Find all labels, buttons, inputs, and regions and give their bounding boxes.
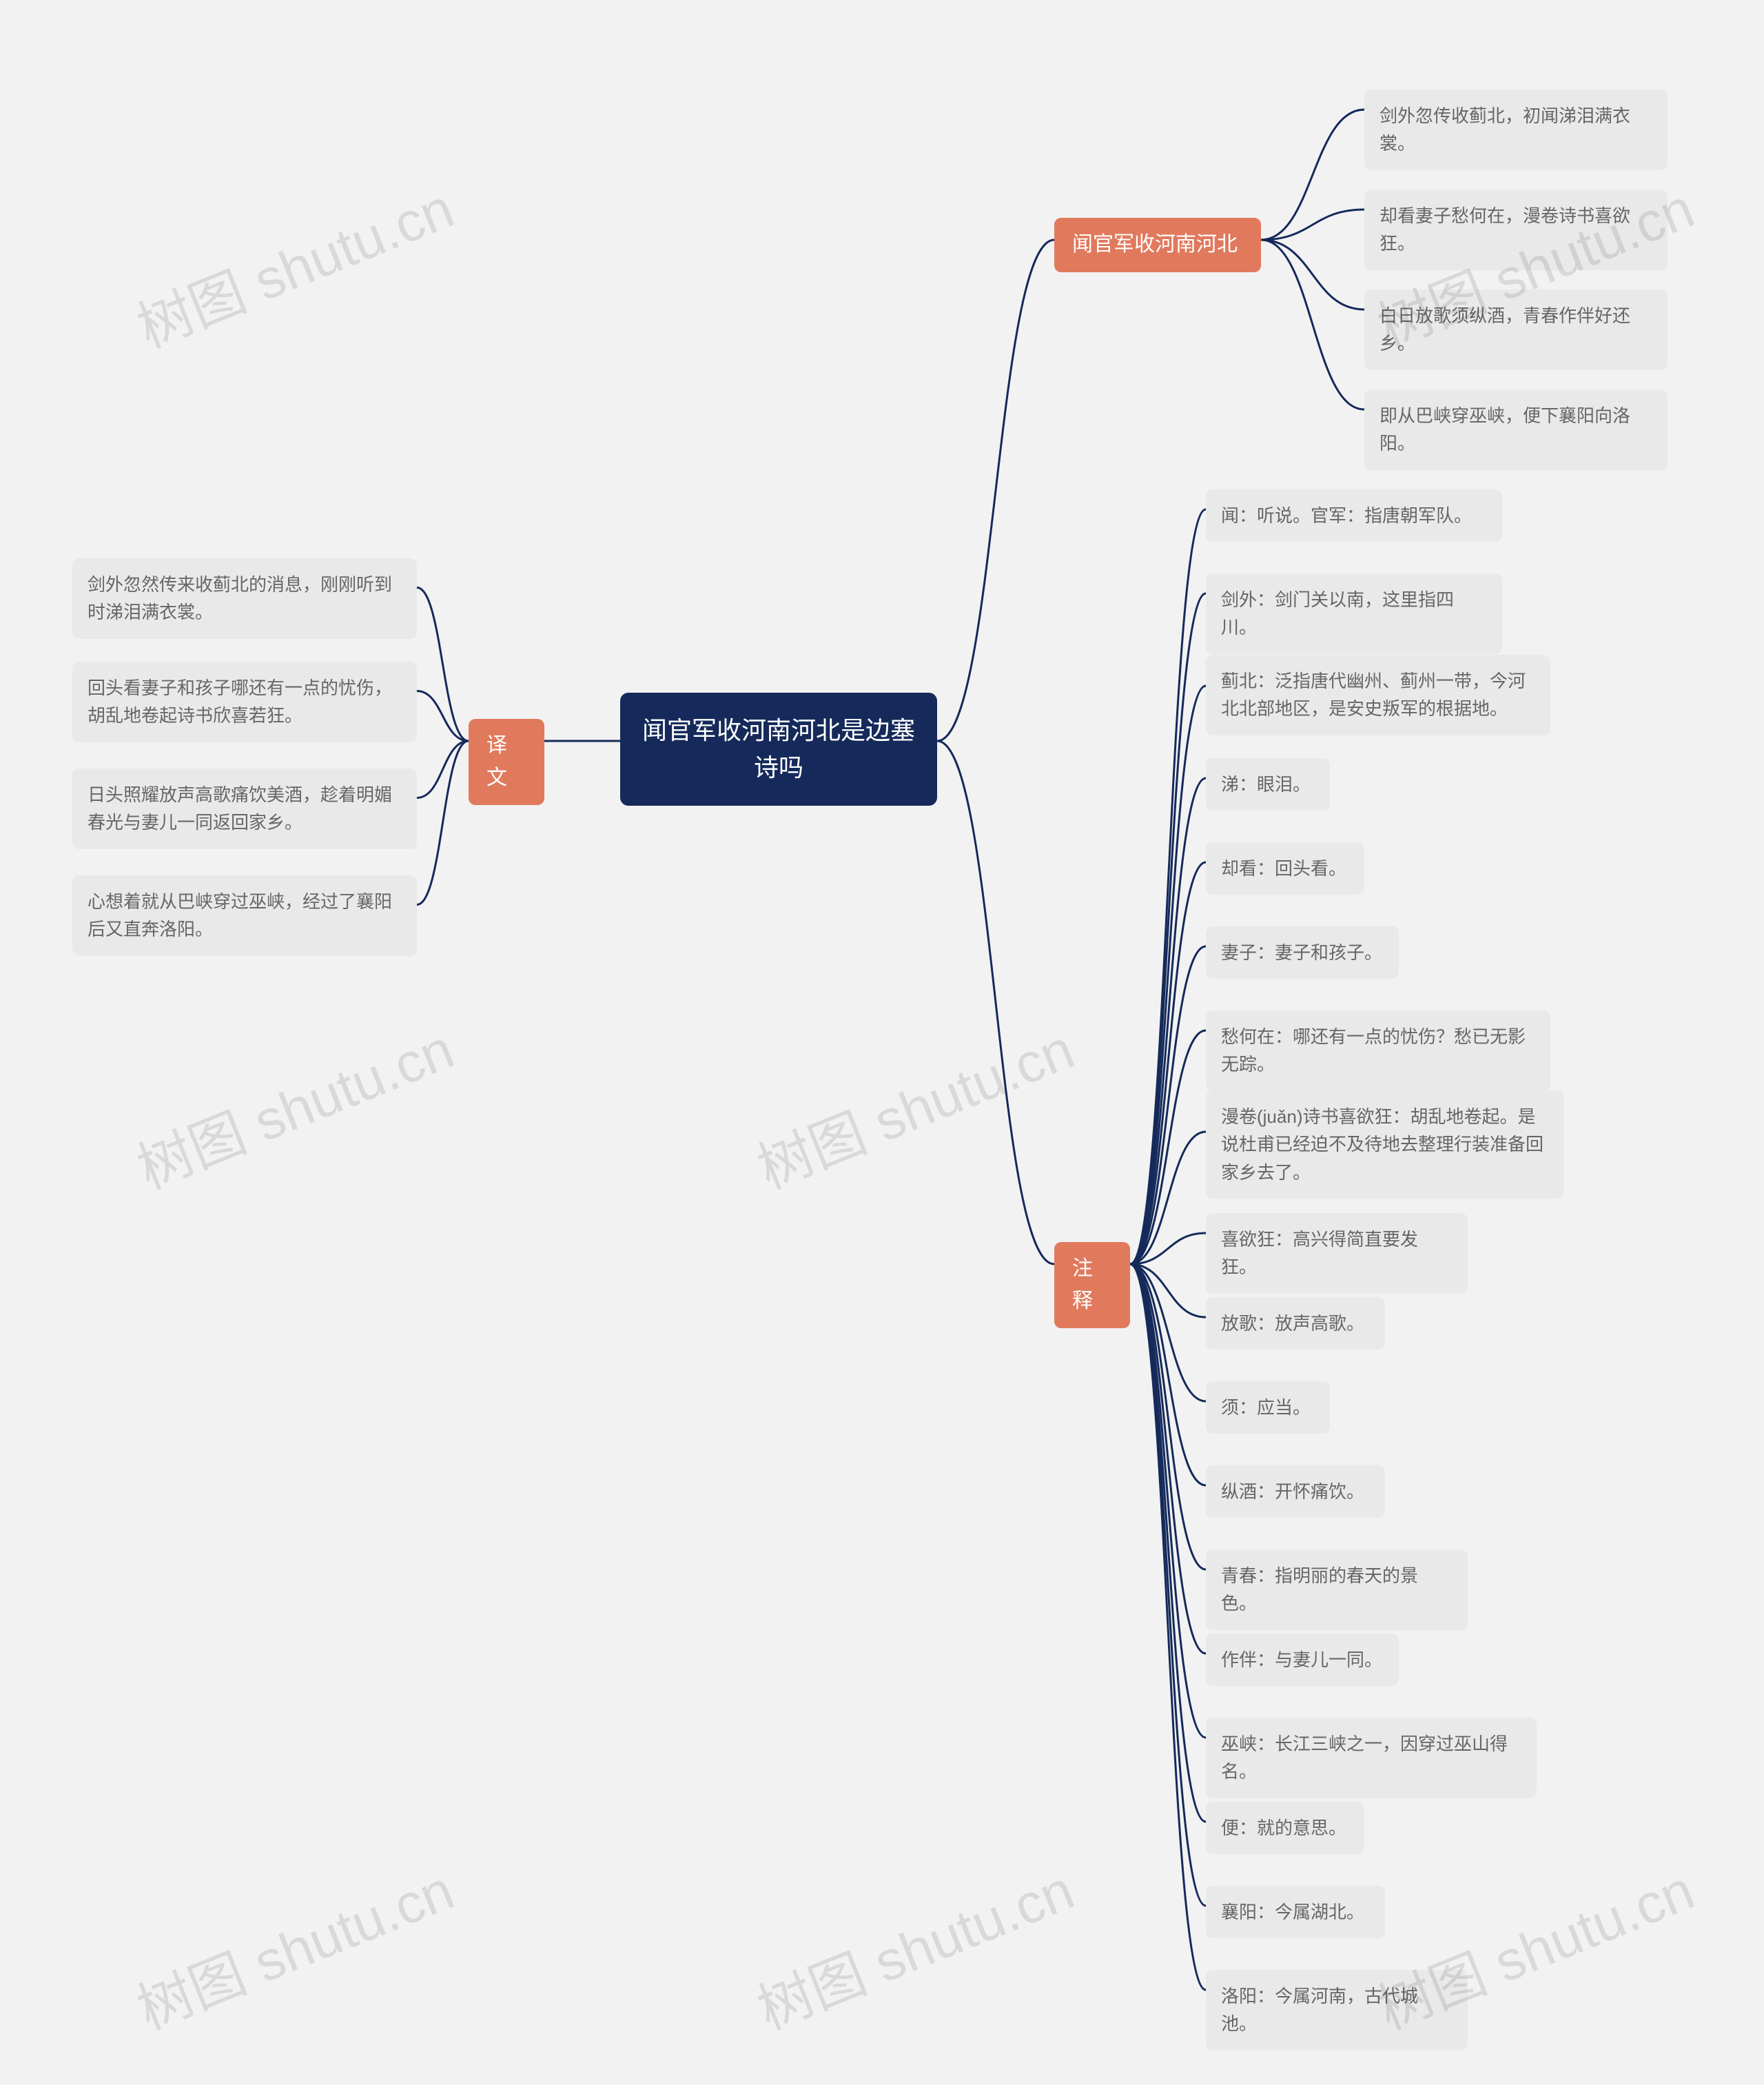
leaf-text: 作伴：与妻儿一同。: [1221, 1649, 1382, 1670]
leaf-translation-2[interactable]: 日头照耀放声高歌痛饮美酒，趁着明媚春光与妻儿一同返回家乡。: [72, 769, 417, 849]
leaf-annotation-9[interactable]: 放歌：放声高歌。: [1206, 1297, 1385, 1350]
leaf-text: 即从巴峡穿巫峡，便下襄阳向洛阳。: [1380, 405, 1630, 454]
watermark: 树图 shutu.cn: [124, 1005, 464, 1204]
leaf-text: 愁何在：哪还有一点的忧伤？愁已无影无踪。: [1221, 1026, 1526, 1075]
leaf-text: 纵酒：开怀痛饮。: [1221, 1481, 1364, 1502]
leaf-annotation-2[interactable]: 蓟北：泛指唐代幽州、蓟州一带，今河北北部地区，是安史叛军的根据地。: [1206, 655, 1550, 735]
root-node[interactable]: 闻官军收河南河北是边塞诗吗: [620, 693, 937, 806]
leaf-annotation-12[interactable]: 青春：指明丽的春天的景色。: [1206, 1549, 1468, 1630]
watermark: 树图 shutu.cn: [124, 164, 464, 363]
leaf-text: 放歌：放声高歌。: [1221, 1313, 1364, 1334]
leaf-text: 漫卷(juǎn)诗书喜欲狂：胡乱地卷起。是说杜甫已经迫不及待地去整理行装准备回家…: [1221, 1106, 1544, 1183]
branch-translation[interactable]: 译文: [469, 719, 544, 805]
watermark: 树图 shutu.cn: [124, 1846, 464, 2045]
leaf-translation-3[interactable]: 心想着就从巴峡穿过巫峡，经过了襄阳后又直奔洛阳。: [72, 875, 417, 956]
leaf-text: 白日放歌须纵酒，青春作伴好还乡。: [1380, 305, 1630, 354]
leaf-text: 却看：回头看。: [1221, 858, 1346, 879]
leaf-poem-1[interactable]: 却看妻子愁何在，漫卷诗书喜欲狂。: [1364, 190, 1668, 270]
leaf-annotation-14[interactable]: 巫峡：长江三峡之一，因穿过巫山得名。: [1206, 1718, 1537, 1798]
leaf-annotation-8[interactable]: 喜欲狂：高兴得简直要发狂。: [1206, 1213, 1468, 1294]
branch-translation-label: 译文: [486, 734, 507, 789]
leaf-text: 剑外：剑门关以南，这里指四川。: [1221, 589, 1454, 638]
leaf-poem-2[interactable]: 白日放歌须纵酒，青春作伴好还乡。: [1364, 289, 1668, 370]
leaf-text: 洛阳：今属河南，古代城池。: [1221, 1986, 1418, 2034]
leaf-annotation-0[interactable]: 闻：听说。官军：指唐朝军队。: [1206, 489, 1502, 542]
leaf-annotation-10[interactable]: 须：应当。: [1206, 1381, 1330, 1434]
leaf-annotation-6[interactable]: 愁何在：哪还有一点的忧伤？愁已无影无踪。: [1206, 1010, 1550, 1091]
leaf-annotation-5[interactable]: 妻子：妻子和孩子。: [1206, 926, 1399, 979]
leaf-text: 便：就的意思。: [1221, 1818, 1346, 1838]
leaf-text: 却看妻子愁何在，漫卷诗书喜欲狂。: [1380, 205, 1630, 254]
leaf-text: 闻：听说。官军：指唐朝军队。: [1221, 505, 1472, 526]
leaf-text: 剑外忽然传来收蓟北的消息，刚刚听到时涕泪满衣裳。: [88, 574, 392, 622]
leaf-annotation-11[interactable]: 纵酒：开怀痛饮。: [1206, 1465, 1385, 1518]
mindmap-canvas: 闻官军收河南河北是边塞诗吗 译文 剑外忽然传来收蓟北的消息，刚刚听到时涕泪满衣裳…: [0, 0, 1764, 2085]
leaf-text: 须：应当。: [1221, 1397, 1311, 1418]
watermark: 树图 shutu.cn: [744, 1846, 1084, 2045]
leaf-text: 回头看妻子和孩子哪还有一点的忧伤，胡乱地卷起诗书欣喜若狂。: [88, 678, 392, 726]
leaf-text: 巫峡：长江三峡之一，因穿过巫山得名。: [1221, 1733, 1508, 1782]
leaf-annotation-1[interactable]: 剑外：剑门关以南，这里指四川。: [1206, 573, 1502, 654]
leaf-translation-0[interactable]: 剑外忽然传来收蓟北的消息，刚刚听到时涕泪满衣裳。: [72, 558, 417, 639]
leaf-annotation-15[interactable]: 便：就的意思。: [1206, 1802, 1364, 1854]
branch-annotation[interactable]: 注释: [1054, 1242, 1130, 1328]
leaf-annotation-13[interactable]: 作伴：与妻儿一同。: [1206, 1634, 1399, 1686]
leaf-annotation-4[interactable]: 却看：回头看。: [1206, 842, 1364, 895]
leaf-text: 妻子：妻子和孩子。: [1221, 942, 1382, 963]
leaf-annotation-16[interactable]: 襄阳：今属湖北。: [1206, 1886, 1385, 1938]
leaf-text: 剑外忽传收蓟北，初闻涕泪满衣裳。: [1380, 105, 1630, 154]
leaf-annotation-3[interactable]: 涕：眼泪。: [1206, 758, 1330, 811]
watermark: 树图 shutu.cn: [744, 1005, 1084, 1204]
leaf-annotation-7[interactable]: 漫卷(juǎn)诗书喜欲狂：胡乱地卷起。是说杜甫已经迫不及待地去整理行装准备回家…: [1206, 1090, 1564, 1199]
branch-poem-label: 闻官军收河南河北: [1072, 233, 1238, 256]
leaf-text: 青春：指明丽的春天的景色。: [1221, 1565, 1418, 1614]
branch-poem[interactable]: 闻官军收河南河北: [1054, 218, 1261, 272]
leaf-translation-1[interactable]: 回头看妻子和孩子哪还有一点的忧伤，胡乱地卷起诗书欣喜若狂。: [72, 662, 417, 742]
leaf-text: 襄阳：今属湖北。: [1221, 1902, 1364, 1922]
branch-annotation-label: 注释: [1072, 1257, 1093, 1312]
root-label: 闻官军收河南河北是边塞诗吗: [642, 716, 915, 782]
leaf-annotation-17[interactable]: 洛阳：今属河南，古代城池。: [1206, 1970, 1468, 2051]
leaf-text: 心想着就从巴峡穿过巫峡，经过了襄阳后又直奔洛阳。: [88, 891, 392, 939]
leaf-text: 日头照耀放声高歌痛饮美酒，趁着明媚春光与妻儿一同返回家乡。: [88, 784, 392, 833]
leaf-text: 蓟北：泛指唐代幽州、蓟州一带，今河北北部地区，是安史叛军的根据地。: [1221, 671, 1526, 719]
leaf-poem-3[interactable]: 即从巴峡穿巫峡，便下襄阳向洛阳。: [1364, 389, 1668, 470]
leaf-poem-0[interactable]: 剑外忽传收蓟北，初闻涕泪满衣裳。: [1364, 90, 1668, 170]
leaf-text: 涕：眼泪。: [1221, 774, 1311, 795]
leaf-text: 喜欲狂：高兴得简直要发狂。: [1221, 1229, 1418, 1277]
